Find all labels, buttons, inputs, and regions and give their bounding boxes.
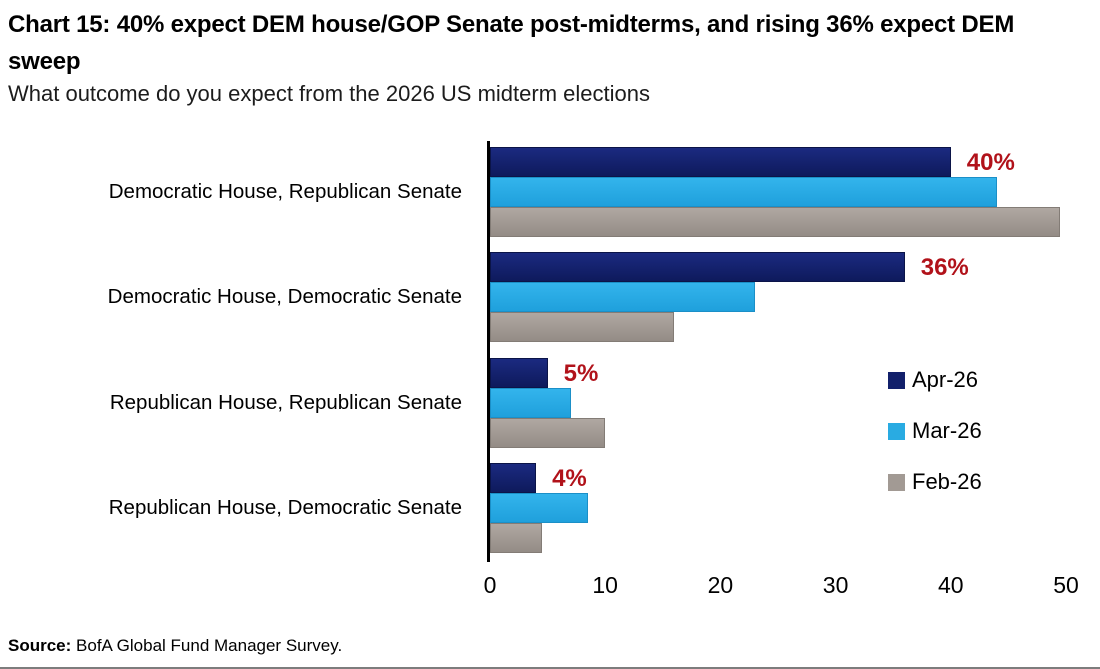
category-label: Democratic House, Republican Senate <box>108 180 462 203</box>
y-axis-line <box>487 141 490 562</box>
source-label: Source: <box>8 636 72 655</box>
bottom-divider <box>0 667 1100 669</box>
category-label: Democratic House, Democratic Senate <box>107 285 462 309</box>
bar-apr-26 <box>490 147 951 177</box>
bar-mar-26 <box>490 177 997 207</box>
bar-apr-26 <box>490 252 905 283</box>
bar-feb-26 <box>490 207 1061 237</box>
bar-feb-26 <box>490 522 542 553</box>
bar-mar-26 <box>490 387 571 418</box>
chart-title: Chart 15: 40% expect DEM house/GOP Senat… <box>8 11 1015 75</box>
bar-mar-26 <box>490 282 755 313</box>
x-tick-label: 20 <box>707 572 734 598</box>
category-label: Republican House, Democratic Senate <box>108 495 462 519</box>
x-tick-label: 0 <box>483 572 497 598</box>
data-label: 5% <box>563 359 599 387</box>
source-text: BofA Global Fund Manager Survey. <box>71 636 343 655</box>
chart-subtitle: What outcome do you expect from the 2026… <box>8 81 650 106</box>
data-label: 40% <box>966 149 1015 176</box>
legend-item: Apr-26 <box>888 367 979 392</box>
x-tick-label: 40 <box>938 572 964 598</box>
category-label: Republican House, Republican Senate <box>109 390 462 414</box>
bar-feb-26 <box>490 417 606 448</box>
source-note: Source: BofA Global Fund Manager Survey. <box>8 636 342 656</box>
legend-swatch-icon <box>888 371 905 389</box>
grouped-bar-chart: Democratic House, Republican Senate Democ… <box>0 140 1100 612</box>
x-tick-label: 10 <box>592 572 618 598</box>
legend-item: Mar-26 <box>888 418 982 443</box>
x-tick-label: 30 <box>822 572 849 598</box>
x-tick-label: 50 <box>1053 572 1079 598</box>
legend-swatch-icon <box>888 422 905 440</box>
legend-label: Feb-26 <box>912 469 982 494</box>
bar-apr-26 <box>490 462 537 493</box>
bar-apr-26 <box>490 357 548 388</box>
data-label: 36% <box>920 254 969 282</box>
legend-item: Feb-26 <box>888 469 982 494</box>
legend-label: Apr-26 <box>912 367 979 392</box>
bar-mar-26 <box>490 492 588 523</box>
data-label: 4% <box>552 464 587 492</box>
legend-swatch-icon <box>888 473 905 491</box>
bar-feb-26 <box>490 312 675 343</box>
legend-label: Mar-26 <box>912 418 982 443</box>
